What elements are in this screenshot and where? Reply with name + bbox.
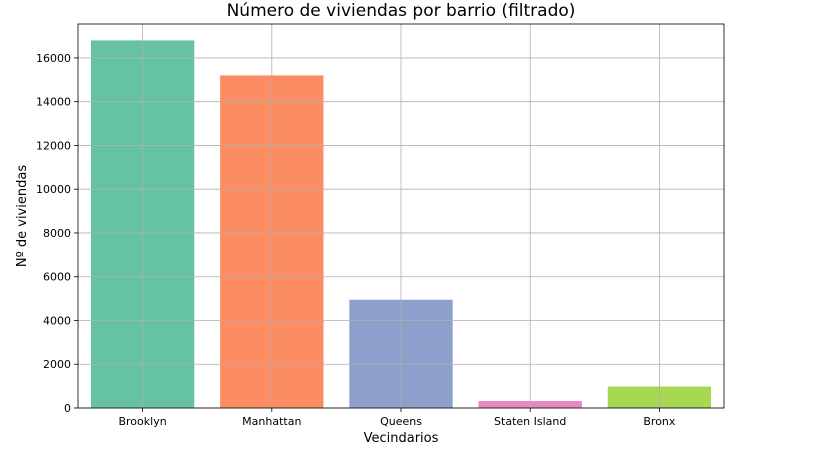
chart-title: Número de viviendas por barrio (filtrado… bbox=[227, 1, 576, 21]
x-tick-label: Queens bbox=[380, 415, 422, 428]
x-tick-label: Bronx bbox=[643, 415, 676, 428]
y-tick-label: 0 bbox=[64, 402, 71, 415]
y-axis-label: Nº de viviendas bbox=[15, 165, 30, 267]
x-tick-label: Manhattan bbox=[242, 415, 301, 428]
y-tick-label: 16000 bbox=[36, 52, 71, 65]
y-tick-label: 4000 bbox=[43, 314, 71, 327]
x-axis-label: Vecindarios bbox=[364, 431, 439, 446]
y-tick-label: 8000 bbox=[43, 227, 71, 240]
y-tick-label: 2000 bbox=[43, 358, 71, 371]
y-tick-label: 6000 bbox=[43, 271, 71, 284]
y-tick-label: 14000 bbox=[36, 96, 71, 109]
ticks-layer: 0 2000 4000 6000 8000 10000 12000 14000 16000 Bro… bbox=[36, 52, 676, 428]
x-tick-label: Staten Island bbox=[494, 415, 566, 428]
y-tick-label: 10000 bbox=[36, 183, 71, 196]
y-tick-label: 12000 bbox=[36, 139, 71, 152]
x-tick-label: Brooklyn bbox=[118, 415, 166, 428]
